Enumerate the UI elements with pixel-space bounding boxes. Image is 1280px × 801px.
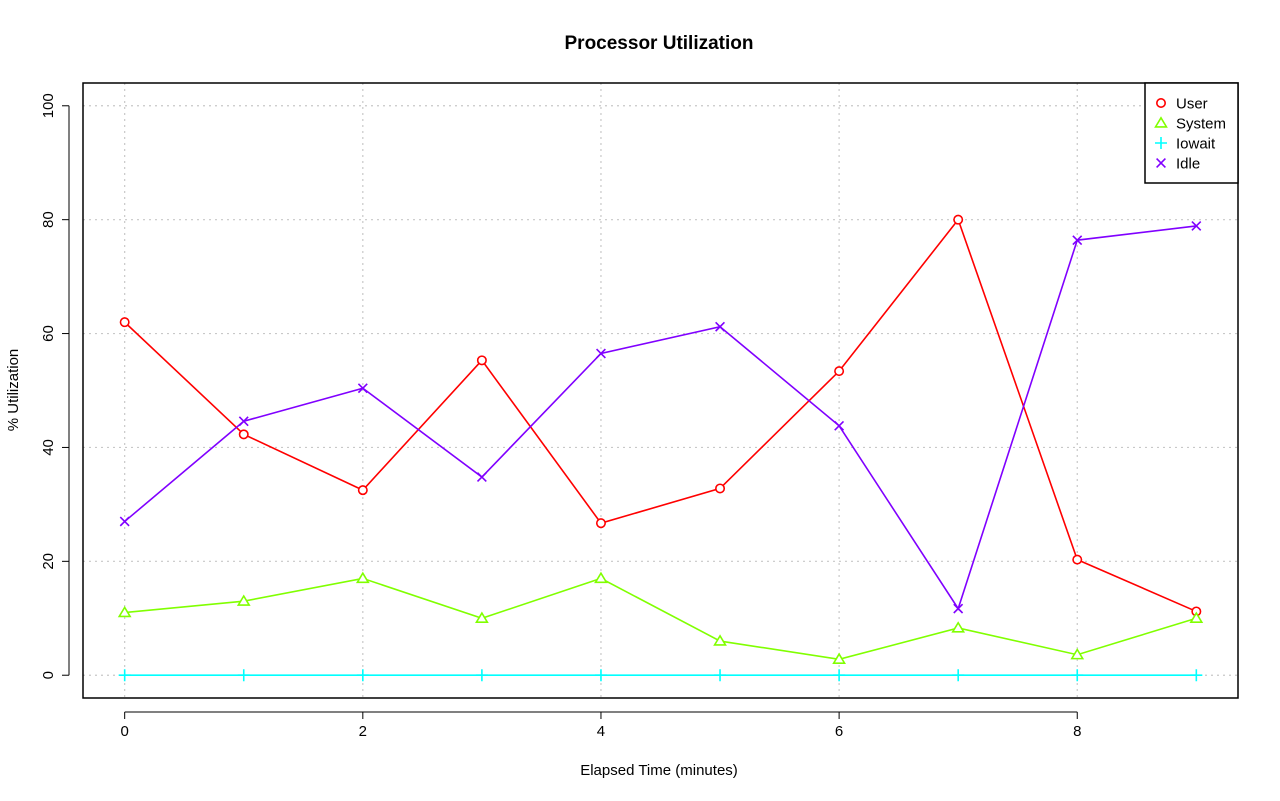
- legend-marker-system: [1154, 116, 1168, 128]
- legend: User System Iowait Idle: [1144, 82, 1239, 184]
- data-point-idle: [357, 383, 368, 394]
- data-point-system: [832, 652, 846, 664]
- legend-marker-user: [1156, 98, 1167, 109]
- data-point-iowait: [1190, 669, 1203, 682]
- data-point-idle: [595, 348, 606, 359]
- series-line-system: [124, 577, 1197, 661]
- x-tick-label: 6: [835, 723, 843, 740]
- data-point-iowait: [714, 669, 727, 682]
- series-group: [117, 214, 1204, 682]
- series-system: [117, 571, 1204, 664]
- data-point-idle: [476, 472, 487, 483]
- series-idle: [119, 220, 1202, 614]
- data-point-system: [951, 621, 966, 633]
- series-line-idle: [124, 225, 1197, 611]
- data-point-iowait: [952, 669, 965, 682]
- legend-label-iowait: Iowait: [1176, 136, 1216, 153]
- data-point-idle: [1191, 220, 1202, 231]
- data-point-user: [476, 355, 487, 366]
- data-point-user: [238, 429, 249, 440]
- data-point-system: [475, 611, 489, 623]
- series-user: [119, 214, 1202, 617]
- x-tick-label: 2: [359, 723, 367, 740]
- legend-label-system: System: [1176, 116, 1226, 133]
- data-point-system: [117, 605, 132, 618]
- data-point-system: [594, 571, 608, 584]
- series-iowait: [118, 669, 1203, 682]
- y-axis-label: % Utilization: [5, 349, 22, 432]
- data-point-system: [713, 634, 727, 646]
- data-point-system: [236, 594, 251, 606]
- data-point-iowait: [237, 669, 250, 682]
- data-point-idle: [953, 603, 964, 614]
- y-tick-label: 80: [40, 211, 57, 228]
- data-point-iowait: [594, 669, 607, 682]
- data-point-idle: [715, 321, 726, 332]
- x-tick-label: 4: [597, 723, 605, 740]
- y-tick-label: 20: [40, 553, 57, 570]
- legend-label-idle: Idle: [1176, 156, 1200, 173]
- data-point-iowait: [475, 669, 488, 682]
- x-axis-label: Elapsed Time (minutes): [580, 762, 738, 779]
- x-tick-label: 8: [1073, 723, 1081, 740]
- data-point-user: [357, 485, 368, 496]
- legend-label-user: User: [1176, 96, 1208, 113]
- legend-marker-idle: [1156, 158, 1166, 168]
- plot-frame: [82, 82, 1239, 699]
- legend-box: [1144, 82, 1239, 184]
- data-point-iowait: [1071, 669, 1084, 682]
- y-tick-label: 100: [40, 93, 57, 118]
- series-line-user: [124, 218, 1197, 613]
- data-point-user: [595, 518, 606, 529]
- data-point-system: [355, 571, 370, 584]
- y-tick-label: 40: [40, 439, 57, 456]
- data-point-user: [119, 317, 130, 328]
- data-point-idle: [119, 516, 130, 527]
- data-point-system: [1070, 647, 1085, 660]
- data-point-user: [834, 366, 845, 377]
- x-tick-label: 0: [121, 723, 129, 740]
- legend-marker-iowait: [1155, 137, 1167, 149]
- data-point-user: [715, 483, 726, 494]
- data-point-iowait: [833, 669, 846, 682]
- grid: [83, 83, 1238, 698]
- data-point-user: [953, 214, 964, 225]
- chart-title: Processor Utilization: [565, 33, 754, 54]
- y-tick-label: 0: [40, 671, 57, 679]
- data-point-iowait: [356, 669, 369, 682]
- data-point-idle: [834, 420, 845, 431]
- data-point-user: [1072, 554, 1083, 565]
- data-point-idle: [238, 416, 249, 427]
- y-tick-label: 60: [40, 325, 57, 342]
- data-point-system: [1189, 611, 1204, 623]
- data-point-iowait: [118, 669, 131, 682]
- data-point-idle: [1072, 235, 1083, 246]
